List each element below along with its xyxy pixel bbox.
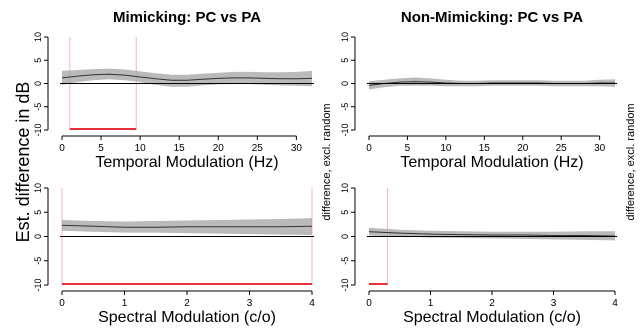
y-tick-label: -10 — [340, 278, 350, 291]
panel-title: Mimicking: PC vs PA — [113, 9, 261, 26]
y-tick-label: 10 — [340, 183, 350, 193]
x-tick-label: 25 — [556, 143, 568, 154]
x-tick-label: 20 — [213, 143, 225, 154]
x-tick-label: 30 — [594, 143, 606, 154]
confidence-band — [62, 68, 312, 87]
y-tick-label: -10 — [340, 123, 350, 136]
x-tick-label: 0 — [59, 143, 65, 154]
y-tick-label: 0 — [33, 81, 43, 86]
x-tick-label: 25 — [252, 143, 264, 154]
right-axis-label-middle: difference, excl. random — [321, 103, 333, 220]
y-tick-label: 5 — [340, 210, 350, 215]
x-tick-label: 0 — [59, 298, 65, 309]
estimate-line — [61, 73, 313, 81]
x-tick-label: 20 — [517, 143, 529, 154]
y-tick-label: 10 — [340, 32, 350, 42]
confidence-band — [369, 227, 615, 241]
y-axis-label: Est. difference in dB — [13, 82, 33, 243]
y-tick-label: -10 — [33, 278, 43, 291]
estimate-line — [61, 224, 313, 228]
y-tick-label: 10 — [33, 183, 43, 193]
x-axis-label: Temporal Modulation (Hz) — [400, 154, 583, 171]
x-tick-label: 10 — [135, 143, 147, 154]
x-tick-label: 0 — [366, 143, 372, 154]
x-tick-label: 3 — [247, 298, 253, 309]
x-tick-label: 10 — [440, 143, 452, 154]
x-axis-label: Spectral Modulation (c/o) — [403, 309, 581, 326]
x-tick-label: 1 — [428, 298, 434, 309]
x-axis-label: Spectral Modulation (c/o) — [98, 309, 276, 326]
y-tick-label: 5 — [340, 58, 350, 63]
x-tick-label: 2 — [489, 298, 495, 309]
x-tick-label: 5 — [405, 143, 411, 154]
x-tick-label: 4 — [612, 298, 618, 309]
y-tick-label: 5 — [33, 210, 43, 215]
x-tick-label: 15 — [174, 143, 186, 154]
y-tick-label: 0 — [340, 81, 350, 86]
x-tick-label: 4 — [309, 298, 315, 309]
x-tick-label: 15 — [479, 143, 491, 154]
y-tick-label: -10 — [33, 123, 43, 136]
x-tick-label: 30 — [291, 143, 303, 154]
x-tick-label: 2 — [184, 298, 190, 309]
y-tick-label: 0 — [33, 234, 43, 239]
y-tick-label: 10 — [33, 32, 43, 42]
y-tick-label: -5 — [340, 257, 350, 265]
x-tick-label: 5 — [98, 143, 104, 154]
panel-title: Non-Mimicking: PC vs PA — [401, 9, 583, 26]
x-tick-label: 0 — [366, 298, 372, 309]
right-axis-label-edge: difference, excl. random — [625, 103, 637, 220]
y-tick-label: 5 — [33, 58, 43, 63]
y-tick-label: -5 — [33, 103, 43, 111]
y-tick-label: -5 — [33, 257, 43, 265]
x-tick-label: 1 — [122, 298, 128, 309]
x-axis-label: Temporal Modulation (Hz) — [95, 154, 278, 171]
estimate-line — [368, 231, 616, 237]
y-tick-label: 0 — [340, 234, 350, 239]
y-tick-label: -5 — [340, 103, 350, 111]
x-tick-label: 3 — [551, 298, 557, 309]
